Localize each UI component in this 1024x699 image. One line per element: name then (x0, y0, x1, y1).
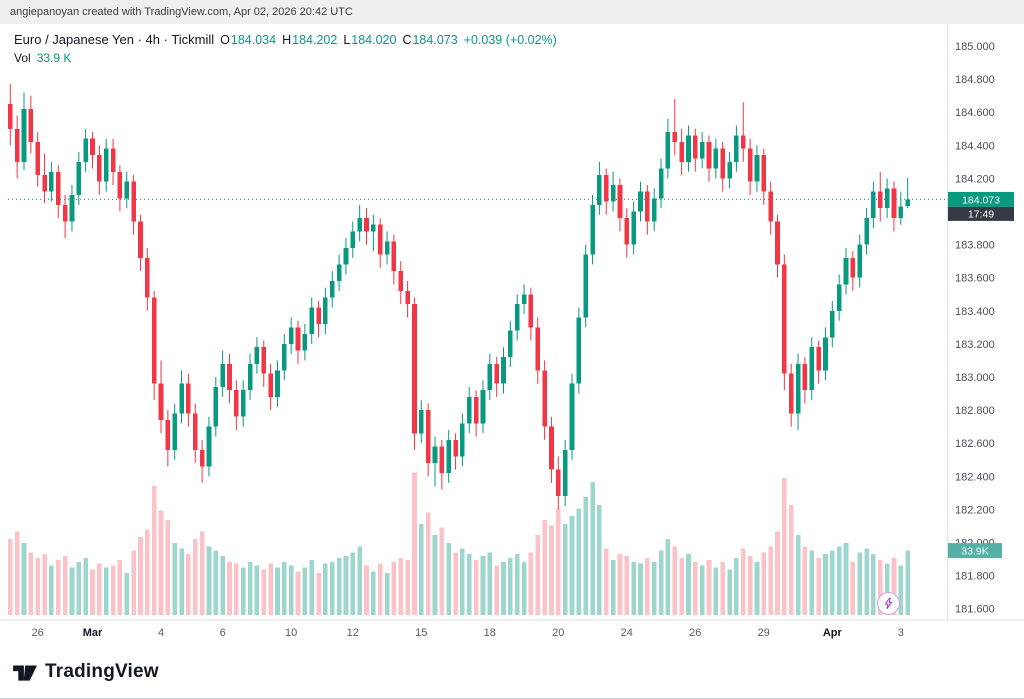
svg-text:184.200: 184.200 (955, 173, 995, 185)
tradingview-icon (13, 665, 37, 681)
svg-text:183.600: 183.600 (955, 273, 995, 285)
svg-text:183.000: 183.000 (955, 372, 995, 384)
svg-text:183.400: 183.400 (955, 306, 995, 318)
lightning-icon (884, 597, 893, 610)
attribution-text: angiepanoyan created with TradingView.co… (10, 6, 353, 18)
svg-text:26: 26 (32, 627, 44, 639)
svg-text:182.200: 182.200 (955, 504, 995, 516)
svg-text:184.400: 184.400 (955, 140, 995, 152)
tradingview-logo[interactable]: TradingView (12, 659, 159, 685)
time-axis[interactable] (0, 620, 948, 645)
attribution-bar: angiepanoyan created with TradingView.co… (0, 0, 1024, 24)
svg-text:6: 6 (220, 627, 226, 639)
svg-text:184.600: 184.600 (955, 107, 995, 119)
price-axis[interactable] (948, 24, 1024, 620)
chart-canvas[interactable]: Euro / Japanese Yen · 4h · Tickmill O 184… (0, 24, 1024, 645)
svg-text:182.400: 182.400 (955, 471, 995, 483)
svg-text:184.073: 184.073 (962, 194, 1000, 206)
footer: TradingView (0, 645, 1024, 698)
svg-text:29: 29 (758, 627, 770, 639)
svg-text:185.000: 185.000 (955, 41, 995, 53)
svg-text:Apr: Apr (823, 627, 843, 639)
svg-text:24: 24 (621, 627, 633, 639)
svg-text:181.600: 181.600 (955, 604, 995, 616)
svg-text:184.800: 184.800 (955, 74, 995, 86)
svg-text:18: 18 (484, 627, 496, 639)
svg-text:3: 3 (898, 627, 904, 639)
svg-text:182.600: 182.600 (955, 438, 995, 450)
tradingview-logo-text: TradingView (45, 660, 159, 682)
svg-text:26: 26 (689, 627, 701, 639)
svg-text:183.200: 183.200 (955, 339, 995, 351)
lightning-button[interactable] (877, 592, 900, 615)
svg-text:10: 10 (285, 627, 297, 639)
svg-text:Mar: Mar (83, 627, 103, 639)
svg-text:15: 15 (415, 627, 427, 639)
svg-text:33.9K: 33.9K (961, 546, 988, 558)
svg-text:20: 20 (552, 627, 564, 639)
svg-text:182.800: 182.800 (955, 405, 995, 417)
candlestick-chart: 185.000 184.800 184.600 184.400 184.200 184.0… (0, 24, 1024, 639)
svg-text:181.800: 181.800 (955, 571, 995, 583)
svg-text:12: 12 (347, 627, 359, 639)
svg-text:183.800: 183.800 (955, 240, 995, 252)
svg-text:4: 4 (158, 627, 164, 639)
svg-text:17:49: 17:49 (968, 209, 994, 221)
